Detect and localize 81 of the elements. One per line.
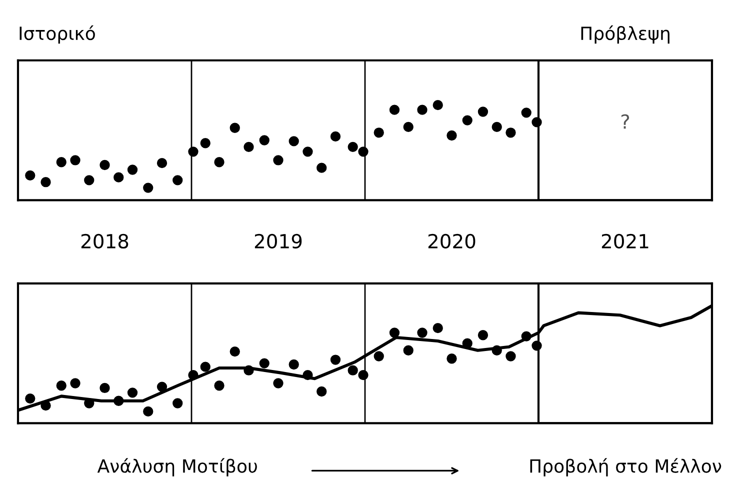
point xyxy=(127,388,138,398)
point xyxy=(100,160,110,170)
annotation: ? xyxy=(621,114,630,129)
point xyxy=(492,122,502,132)
point xyxy=(230,122,240,133)
point xyxy=(56,380,66,391)
point xyxy=(374,128,384,138)
x-tick-label: 2021 xyxy=(602,234,648,249)
point xyxy=(25,393,36,404)
point xyxy=(432,322,443,334)
point xyxy=(302,146,313,157)
text: Ιστορικό xyxy=(20,25,95,44)
point xyxy=(188,146,198,157)
point xyxy=(114,172,124,182)
point xyxy=(478,330,488,340)
x-tick-label: 2018 xyxy=(81,234,128,249)
point xyxy=(244,365,254,376)
point xyxy=(316,386,327,397)
point xyxy=(156,158,168,168)
point xyxy=(330,131,341,142)
point xyxy=(127,164,138,175)
point xyxy=(446,354,457,364)
point xyxy=(462,338,472,348)
point xyxy=(40,400,51,411)
point xyxy=(389,328,400,338)
point xyxy=(417,104,428,115)
point xyxy=(172,175,183,186)
point xyxy=(188,370,198,380)
point xyxy=(214,157,224,168)
point xyxy=(200,362,210,372)
point xyxy=(432,100,443,110)
point xyxy=(506,351,516,362)
point xyxy=(56,157,66,168)
band-label: Πρόβλεψη xyxy=(581,25,670,44)
point xyxy=(143,406,154,417)
point xyxy=(25,170,36,181)
point xyxy=(462,115,472,126)
point xyxy=(358,146,368,157)
point xyxy=(316,162,327,173)
point xyxy=(214,380,224,391)
band-label: Προβολή στο Μέλλον xyxy=(530,458,722,476)
point xyxy=(403,122,414,132)
point xyxy=(244,142,254,152)
point xyxy=(506,128,516,138)
point xyxy=(84,398,94,408)
point xyxy=(374,351,384,362)
x-tick-label: 2019 xyxy=(254,234,302,249)
point xyxy=(532,340,542,351)
point xyxy=(348,142,358,152)
point xyxy=(156,382,168,392)
point xyxy=(521,108,532,118)
point xyxy=(521,331,532,342)
point xyxy=(273,155,284,166)
point xyxy=(417,328,428,338)
point xyxy=(288,359,299,370)
point xyxy=(389,104,400,115)
x-tick-label: 2020 xyxy=(428,234,476,249)
point xyxy=(302,370,313,380)
point xyxy=(288,136,299,146)
point xyxy=(492,345,502,356)
point xyxy=(70,155,80,166)
point xyxy=(446,130,457,141)
point xyxy=(40,177,51,188)
point xyxy=(143,182,154,193)
point xyxy=(200,138,210,148)
point xyxy=(114,396,124,406)
point xyxy=(273,378,284,388)
point xyxy=(259,135,270,146)
point xyxy=(84,175,94,186)
point xyxy=(70,378,80,388)
point xyxy=(100,382,110,394)
text: Ανάλυση Μοτίβου xyxy=(97,458,257,476)
point xyxy=(330,354,341,365)
point xyxy=(478,106,488,117)
point xyxy=(403,345,414,356)
point xyxy=(259,358,270,368)
point xyxy=(230,346,240,357)
point xyxy=(532,117,542,128)
point xyxy=(348,365,358,376)
point xyxy=(358,370,368,380)
point xyxy=(172,398,183,408)
